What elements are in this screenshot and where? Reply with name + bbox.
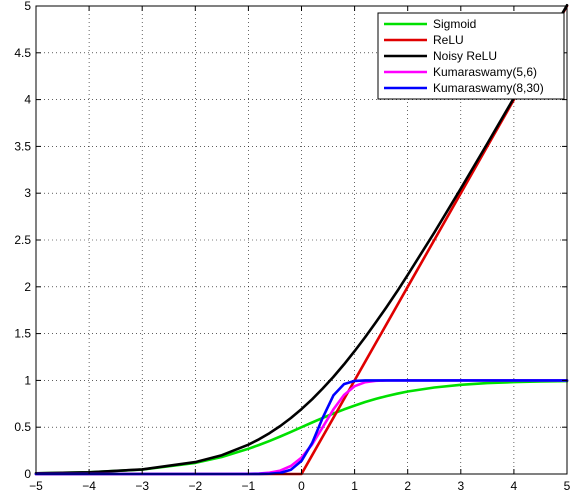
x-tick-label: 1 xyxy=(351,479,358,493)
legend-label: Sigmoid xyxy=(433,17,476,31)
x-tick-label: 0 xyxy=(298,479,305,493)
legend-label: ReLU xyxy=(433,33,464,47)
y-tick-label: 5 xyxy=(24,0,31,13)
y-tick-label: 1 xyxy=(24,373,31,387)
series-line-noisy-relu xyxy=(34,4,569,475)
y-tick-label: 2.5 xyxy=(14,233,31,247)
y-tick-label: 2 xyxy=(24,280,31,294)
y-tick-label: 1.5 xyxy=(14,327,31,341)
x-tick-label: 4 xyxy=(511,479,518,493)
axis-ticks xyxy=(35,5,568,475)
x-tick-label: −4 xyxy=(82,479,96,493)
x-tick-label: 3 xyxy=(457,479,464,493)
legend-label: Noisy ReLU xyxy=(433,49,497,63)
x-axis-tick-labels: −5 −4 −3 −2 −1 0 1 2 3 4 5 xyxy=(29,479,571,493)
y-tick-label: 4 xyxy=(24,93,31,107)
legend: Sigmoid ReLU Noisy ReLU Kumaraswamy(5,6) Kum… xyxy=(377,12,565,100)
x-tick-label: −5 xyxy=(29,479,43,493)
legend-label: Kumaraswamy(5,6) xyxy=(433,65,537,79)
series-line-sigmoid xyxy=(34,379,569,475)
x-tick-label: 5 xyxy=(564,479,571,493)
y-axis-tick-labels: 0 0.5 1 1.5 2 2.5 3 3.5 4 4.5 5 xyxy=(14,0,31,481)
y-tick-label: 3 xyxy=(24,186,31,200)
x-tick-label: −1 xyxy=(242,479,256,493)
y-tick-label: 0 xyxy=(24,467,31,481)
y-tick-label: 3.5 xyxy=(14,139,31,153)
x-tick-label: −3 xyxy=(135,479,149,493)
legend-label: Kumaraswamy(8,30) xyxy=(433,81,544,95)
y-tick-label: 4.5 xyxy=(14,46,31,60)
x-tick-label: 2 xyxy=(404,479,411,493)
x-tick-label: −2 xyxy=(188,479,202,493)
y-tick-label: 0.5 xyxy=(14,420,31,434)
